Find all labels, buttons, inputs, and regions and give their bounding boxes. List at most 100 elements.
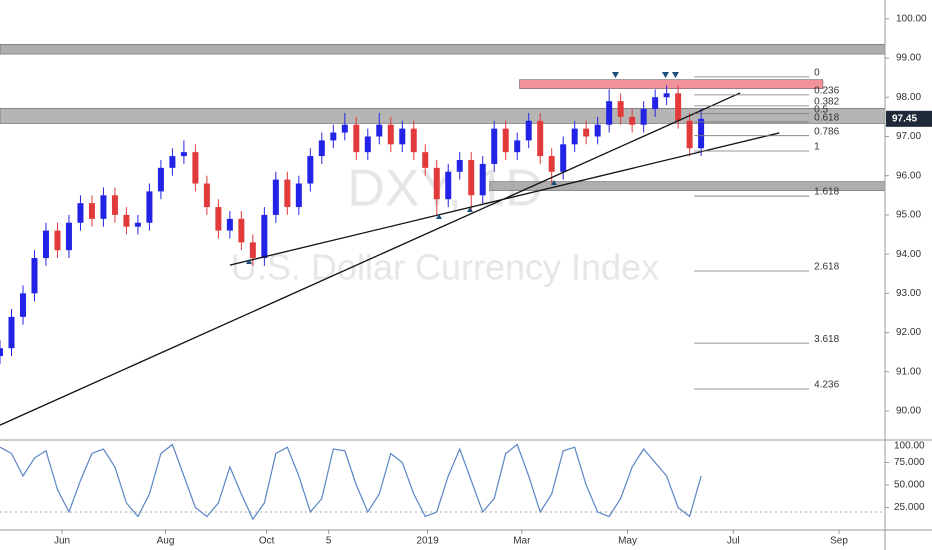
candle-body [479,163,486,196]
candle-body [571,128,578,145]
y-tick-label: 100.00 [896,13,927,24]
candle-body [215,207,222,231]
x-tick-label: Jun [54,536,70,547]
candle-body [77,203,84,223]
watermark-subtitle: U.S. Dollar Currency Index [231,247,659,288]
x-tick-label: Aug [157,536,175,547]
candle-body [238,218,245,243]
fib-label: 0.786 [814,126,839,137]
y-tick-label: 94.00 [896,249,921,260]
fib-label: 1 [814,142,820,153]
x-tick-label: Sep [830,536,848,547]
candle-body [410,128,417,153]
candle-body [606,101,613,125]
osc-tick-label: 50.000 [894,480,925,491]
arrow-down [662,72,669,78]
y-tick-label: 93.00 [896,288,921,299]
arrow-down [612,72,619,78]
candle-body [54,230,61,251]
pattern-arrows [246,72,679,264]
candle-body [456,160,463,172]
candle-body [8,316,15,349]
candle-body [537,120,544,157]
x-tick-label: May [618,536,637,547]
candle-body [42,230,49,259]
candle-body [698,118,705,149]
candle-body [65,222,72,251]
candle-body [663,93,670,98]
candle-body [134,222,141,227]
arrow-up [467,207,473,212]
candle-body [364,136,371,153]
candle-body [640,109,647,125]
candle-body [284,179,291,208]
fib-label: 0.618 [814,113,839,124]
zone [0,107,886,124]
fib-label: 0 [814,68,820,79]
x-tick-label: 2019 [416,536,439,547]
candle-body [272,179,279,215]
candle-body [376,124,383,137]
candle-body [617,101,624,117]
candle-body [422,152,429,168]
candle-body [583,128,590,137]
y-tick-label: 95.00 [896,210,921,221]
candle-body [560,144,567,172]
candle-body [100,195,107,219]
y-tick-label: 97.00 [896,131,921,142]
y-tick-label: 98.00 [896,92,921,103]
trend-line [0,92,741,426]
candle-body [146,191,153,223]
trend-line [229,132,780,266]
x-tick-label: Jul [727,536,740,547]
candle-body [548,156,555,172]
y-tick-label: 90.00 [896,406,921,417]
candle-body [330,132,337,141]
zone [519,79,824,89]
candle-body [123,214,130,227]
y-tick-label: 91.00 [896,366,921,377]
candle-body [192,152,199,184]
last-price-label: 97.45 [892,113,917,124]
fib-label: 2.618 [814,262,839,273]
last-price-box [886,110,932,127]
candle-body [169,156,176,168]
candle-body [0,348,3,357]
fib-label: 3.618 [814,334,839,345]
candle-body [514,140,521,153]
x-tick-label: 5 [326,536,332,547]
candle-body [399,128,406,145]
arrow-up [246,259,252,264]
candle-body [226,218,233,231]
fib-label: 4.236 [814,380,839,391]
candle-body [491,128,498,164]
candle-body [502,128,509,153]
candle-body [31,258,38,294]
osc-tick-label: 25.000 [894,502,925,513]
candle-body [686,120,693,149]
candle-body [594,124,601,137]
fib-label: 0.5 [814,104,828,115]
x-tick-label: Oct [259,536,275,547]
candle-body [318,140,325,157]
candle-body [19,293,26,317]
y-tick-label: 92.00 [896,327,921,338]
candle-body [629,116,636,125]
candle-body [111,195,118,215]
osc-tick-label: 100.00 [894,441,925,452]
candle-body [353,124,360,153]
arrow-up [436,214,442,219]
candle-body [203,183,210,208]
candle-body [261,214,268,259]
zone [0,44,886,55]
osc-line [0,443,702,521]
candle-body [249,242,256,259]
candle-body [525,120,532,141]
x-tick-label: Mar [513,536,531,547]
candle-body [468,160,475,196]
candle-body [157,167,164,192]
fib-label: 0.236 [814,86,839,97]
candle-body [433,167,440,200]
